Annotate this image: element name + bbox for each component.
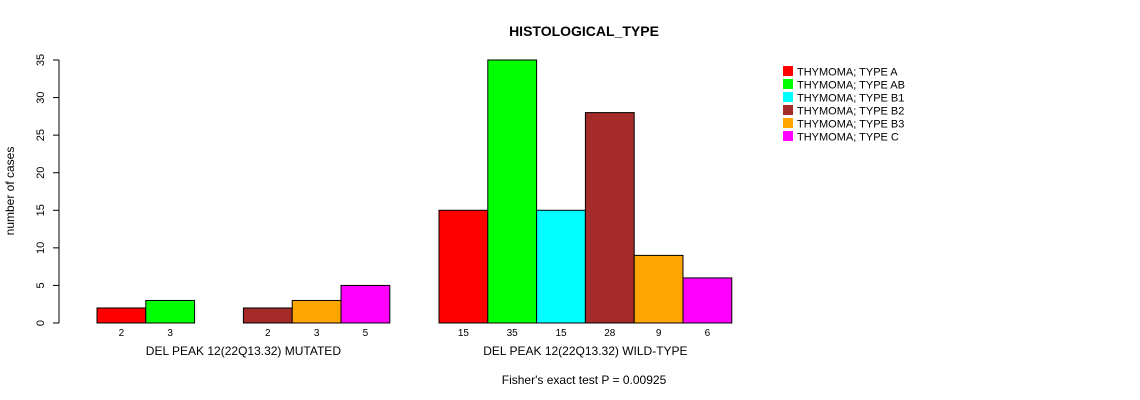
bar-value-label: 5 <box>363 328 369 339</box>
bar-value-label: 9 <box>656 328 662 339</box>
bar-value-label: 15 <box>458 328 470 339</box>
bar-value-label: 2 <box>265 328 271 339</box>
y-tick-label: 30 <box>35 91 47 103</box>
bar <box>438 209 489 324</box>
y-tick-label: 35 <box>35 54 47 66</box>
legend-entry: THYMOMA; TYPE B2 <box>797 106 904 118</box>
legend-entry: THYMOMA; TYPE C <box>797 132 899 144</box>
legend-swatch <box>783 118 793 128</box>
chart-title: HISTOLOGICAL_TYPE <box>509 23 659 39</box>
bar-value-label: 3 <box>167 328 173 339</box>
y-axis-label: number of cases <box>3 147 17 236</box>
y-tick-label: 5 <box>35 282 47 288</box>
legend-swatch <box>783 92 793 102</box>
bar <box>584 112 635 324</box>
legend-entry: THYMOMA; TYPE B1 <box>797 93 904 105</box>
group-label: DEL PEAK 12(22Q13.32) MUTATED <box>146 344 342 358</box>
bar <box>536 209 586 324</box>
bar <box>291 299 342 324</box>
y-tick-label: 0 <box>35 320 47 326</box>
bar-value-label: 2 <box>119 328 125 339</box>
bar <box>682 277 733 324</box>
bar-value-label: 3 <box>314 328 320 339</box>
group-label: DEL PEAK 12(22Q13.32) WILD-TYPE <box>483 344 687 358</box>
legend-entry: THYMOMA; TYPE B3 <box>797 119 904 131</box>
bar <box>340 284 391 324</box>
legend-swatch <box>783 79 793 89</box>
bar-value-label: 28 <box>604 328 616 339</box>
bar-value-label: 6 <box>705 328 711 339</box>
legend-entry: THYMOMA; TYPE AB <box>797 80 905 92</box>
bar <box>633 254 684 324</box>
legend-swatch <box>783 66 793 76</box>
y-tick-label: 10 <box>35 242 47 254</box>
bar <box>242 307 293 324</box>
legend-swatch <box>783 105 793 115</box>
y-tick-label: 20 <box>35 167 47 179</box>
fisher-test-footnote: Fisher's exact test P = 0.00925 <box>502 373 667 387</box>
bar <box>145 299 196 324</box>
y-axis: 0 5 10 15 20 25 30 35 <box>35 54 60 326</box>
y-tick-label: 15 <box>35 204 47 216</box>
bar-value-label: 15 <box>555 328 567 339</box>
bar <box>96 307 147 324</box>
bar <box>487 59 538 324</box>
legend-swatch <box>783 131 793 141</box>
bar-value-label: 35 <box>507 328 519 339</box>
y-tick-label: 25 <box>35 129 47 141</box>
legend-entry: THYMOMA; TYPE A <box>797 67 898 79</box>
